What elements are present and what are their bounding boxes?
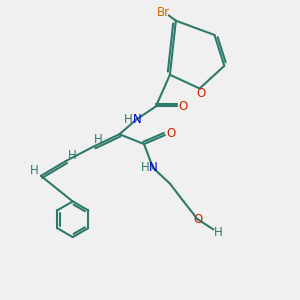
Text: H: H bbox=[141, 161, 149, 174]
Text: O: O bbox=[179, 100, 188, 113]
Text: H: H bbox=[30, 164, 39, 177]
Text: O: O bbox=[193, 213, 202, 226]
Text: H: H bbox=[124, 113, 133, 126]
Text: Br: Br bbox=[157, 6, 170, 19]
Text: O: O bbox=[167, 127, 176, 140]
Text: H: H bbox=[94, 133, 102, 146]
Text: H: H bbox=[68, 148, 77, 162]
Text: H: H bbox=[214, 226, 223, 239]
Text: N: N bbox=[133, 113, 142, 126]
Text: O: O bbox=[196, 87, 206, 100]
Text: N: N bbox=[149, 161, 158, 174]
